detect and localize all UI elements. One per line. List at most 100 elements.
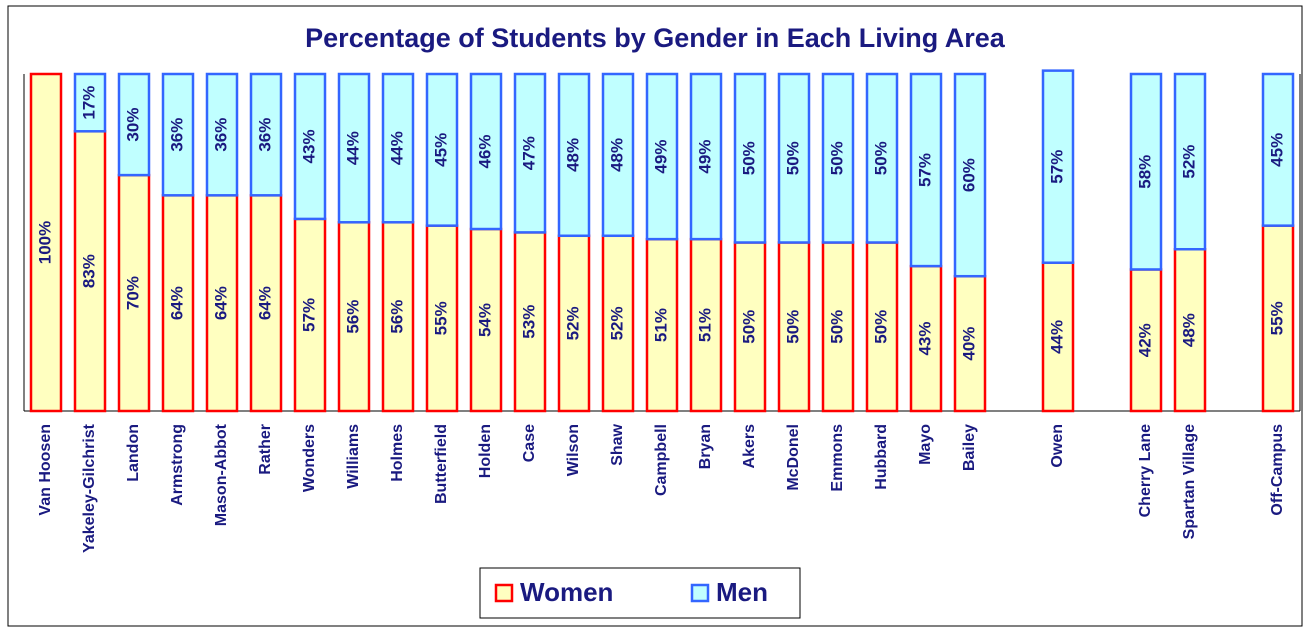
data-label: 30% <box>123 108 142 142</box>
data-label: 60% <box>959 158 978 192</box>
bar-segment <box>733 241 767 413</box>
x-tick-label: Off-Campus <box>1269 424 1286 516</box>
x-tick-label: Owen <box>1049 424 1066 468</box>
data-label: 70% <box>123 276 142 310</box>
bar-segment <box>953 72 987 278</box>
x-tick-label: McDonel <box>785 424 802 491</box>
data-label: 44% <box>343 131 362 165</box>
data-label: 83% <box>79 254 98 288</box>
data-label: 40% <box>959 327 978 361</box>
data-label: 44% <box>1047 320 1066 354</box>
bar-segment <box>73 130 107 413</box>
bar-segment <box>337 72 371 224</box>
data-label: 17% <box>79 86 98 120</box>
x-tick-label: Van Hoosen <box>37 424 54 516</box>
bar-segment <box>513 72 547 234</box>
bar-segment <box>821 241 855 413</box>
data-label: 47% <box>519 136 538 170</box>
x-tick-label: Armstrong <box>169 424 186 506</box>
data-label: 50% <box>739 310 758 344</box>
data-label: 36% <box>167 118 186 152</box>
x-tick-label: Spartan Village <box>1181 424 1198 539</box>
data-label: 36% <box>211 118 230 152</box>
data-label: 44% <box>387 131 406 165</box>
bar-segment <box>337 221 371 413</box>
bar-segment <box>73 72 107 133</box>
data-label: 64% <box>211 286 230 320</box>
data-label: 54% <box>475 303 494 337</box>
bar-segment <box>1173 72 1207 251</box>
bar-segment <box>249 194 283 413</box>
x-tick-label: Wilson <box>565 424 582 476</box>
bar-segment <box>425 72 459 227</box>
bar-segment <box>205 72 239 197</box>
x-tick-label: Cherry Lane <box>1137 424 1154 517</box>
bar-segment <box>1261 72 1295 227</box>
data-label: 43% <box>299 129 318 163</box>
data-label: 57% <box>915 153 934 187</box>
bar-segment <box>865 72 899 244</box>
data-label: 52% <box>1179 145 1198 179</box>
x-tick-label: Rather <box>257 424 274 475</box>
legend-swatch <box>690 583 710 603</box>
data-label: 57% <box>299 298 318 332</box>
x-tick-label: Yakeley-Gilchrist <box>81 423 98 553</box>
x-tick-label: Holden <box>477 424 494 478</box>
data-label: 50% <box>871 141 890 175</box>
x-tick-label: Shaw <box>609 423 626 465</box>
x-tick-label: Butterfield <box>433 424 450 504</box>
bar-segment <box>381 221 415 413</box>
data-label: 43% <box>915 322 934 356</box>
bar-segment <box>953 274 987 413</box>
bar-segment <box>689 72 723 241</box>
data-label: 64% <box>167 286 186 320</box>
bar-segment <box>1129 268 1163 413</box>
data-label: 64% <box>255 286 274 320</box>
data-label: 49% <box>695 140 714 174</box>
x-tick-label: Hubbard <box>873 424 890 490</box>
bar-segment <box>1173 247 1207 413</box>
data-label: 48% <box>607 138 626 172</box>
x-tick-label: Case <box>521 424 538 462</box>
x-tick-label: Wonders <box>301 424 318 492</box>
bar-segment <box>29 72 63 413</box>
data-label: 56% <box>387 300 406 334</box>
bar-segment <box>557 72 591 238</box>
data-label: 36% <box>255 118 274 152</box>
data-label: 55% <box>1267 301 1286 335</box>
bar-segment <box>425 224 459 413</box>
bar-segment <box>601 234 635 413</box>
legend-label: Women <box>520 577 613 607</box>
legend-label: Men <box>716 577 768 607</box>
data-label: 50% <box>827 141 846 175</box>
data-label: 51% <box>695 308 714 342</box>
bar-segment <box>469 72 503 231</box>
bar-segment <box>645 72 679 241</box>
data-label: 48% <box>563 138 582 172</box>
data-label: 51% <box>651 308 670 342</box>
x-tick-label: Emmons <box>829 424 846 492</box>
data-label: 45% <box>431 133 450 167</box>
bar-segment <box>865 241 899 413</box>
x-tick-label: Holmes <box>389 424 406 482</box>
bar-segment <box>689 237 723 413</box>
x-tick-label: Mayo <box>917 424 934 465</box>
data-label: 58% <box>1135 155 1154 189</box>
chart-title: Percentage of Students by Gender in Each… <box>305 23 1006 53</box>
data-label: 48% <box>1179 313 1198 347</box>
legend-box <box>479 567 801 619</box>
legend-swatch <box>494 583 514 603</box>
x-tick-label: Bryan <box>697 424 714 469</box>
x-tick-label: Akers <box>741 424 758 469</box>
data-label: 50% <box>783 141 802 175</box>
x-tick-label: Campbell <box>653 424 670 496</box>
data-label: 50% <box>739 141 758 175</box>
data-label: 46% <box>475 134 494 168</box>
data-label: 55% <box>431 301 450 335</box>
data-label: 57% <box>1047 150 1066 184</box>
x-tick-label: Bailey <box>961 424 978 471</box>
bar-segment <box>249 72 283 197</box>
data-label: 52% <box>607 306 626 340</box>
bar-segment <box>821 72 855 244</box>
